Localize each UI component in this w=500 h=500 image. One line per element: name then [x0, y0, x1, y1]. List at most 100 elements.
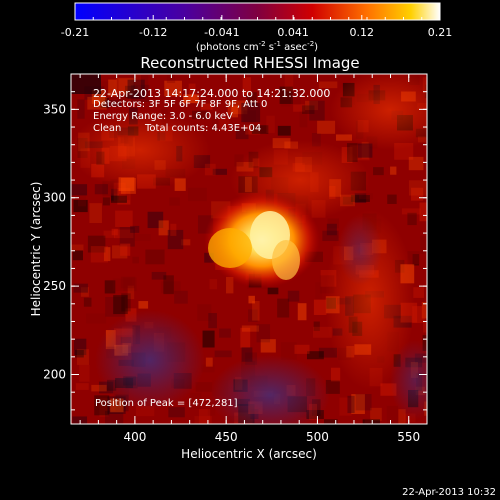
texture-cell — [256, 324, 271, 343]
texture-cell — [297, 303, 307, 321]
texture-cell — [94, 395, 110, 416]
texture-cell — [169, 197, 180, 206]
texture-cell — [322, 230, 339, 242]
colorbar-tick-label: 0.12 — [350, 26, 375, 39]
texture-cell — [163, 275, 174, 295]
footer-timestamp: 22-Apr-2013 10:32 — [402, 487, 496, 498]
texture-cell — [89, 203, 102, 224]
texture-cell — [72, 250, 83, 261]
texture-cell — [347, 143, 358, 162]
texture-cell — [266, 115, 275, 133]
texture-cell — [75, 383, 89, 390]
texture-cell — [123, 277, 137, 292]
texture-cell — [147, 211, 164, 229]
plot-frame — [70, 73, 428, 425]
texture-cell — [339, 397, 352, 416]
texture-cell — [302, 105, 315, 114]
annotation-counts: Total counts: 4.43E+04 — [144, 123, 261, 134]
x-tick-label: 500 — [306, 430, 329, 444]
texture-cell — [299, 111, 308, 128]
texture-cell — [260, 339, 276, 353]
annotation-peak: Position of Peak = [472,281] — [95, 398, 238, 409]
texture-cell — [214, 350, 232, 358]
texture-cell — [227, 100, 248, 115]
texture-cell — [90, 246, 109, 263]
annotations: 22-Apr-2013 14:17:24.000 to 14:21:32.000… — [93, 87, 330, 409]
texture-cell — [386, 405, 399, 424]
texture-cell — [351, 394, 365, 415]
texture-cell — [110, 195, 127, 203]
texture-cell — [118, 193, 130, 201]
texture-cell — [164, 80, 182, 97]
texture-cell — [94, 184, 108, 195]
texture-cell — [370, 407, 382, 421]
texture-cell — [127, 79, 145, 99]
colorbar-tick-label: -0.041 — [204, 26, 239, 39]
texture-cell — [104, 280, 116, 294]
texture-cell — [408, 180, 427, 196]
texture-cell — [231, 105, 238, 118]
texture-cell — [102, 197, 110, 206]
texture-cell — [207, 402, 216, 416]
texture-cell — [124, 85, 138, 99]
texture-cell — [390, 166, 397, 175]
texture-cell — [98, 112, 107, 120]
texture-cell — [117, 187, 131, 205]
chart-title: Reconstructed RHESSI Image — [140, 54, 359, 72]
texture-cell — [401, 208, 421, 215]
texture-cell — [76, 349, 89, 365]
colorbar-tick-label: -0.12 — [139, 26, 167, 39]
texture-cell — [277, 298, 290, 318]
texture-cell — [134, 74, 141, 92]
texture-cell — [284, 74, 294, 92]
texture-cell — [235, 128, 249, 140]
texture-cell — [73, 283, 88, 293]
texture-cell — [83, 297, 92, 307]
texture-cell — [209, 279, 218, 290]
texture-cell — [219, 328, 231, 338]
texture-cell — [170, 223, 177, 236]
axis-ticks: 400 450 500 550 200 250 300 350 — [43, 73, 428, 444]
annotation-clean: Clean — [93, 123, 121, 134]
texture-cell — [108, 79, 117, 97]
texture-cell — [355, 394, 372, 411]
texture-cell — [387, 194, 397, 204]
texture-cell — [73, 199, 88, 213]
texture-cell — [420, 235, 427, 254]
texture-cell — [194, 416, 212, 424]
texture-cell — [240, 327, 251, 348]
texture-cell — [317, 120, 336, 134]
texture-cell — [287, 290, 300, 302]
texture-cell — [112, 245, 128, 259]
texture-cell — [318, 347, 338, 358]
colorbar-unit-label: (photons cm-2 s-1 asec-2) — [196, 40, 318, 53]
texture-cell — [426, 150, 427, 163]
texture-cell — [408, 156, 424, 171]
texture-cell — [219, 117, 230, 131]
texture-cell — [120, 243, 131, 256]
texture-cell — [212, 168, 227, 175]
texture-cell — [335, 134, 352, 141]
texture-cell — [373, 167, 384, 176]
texture-cell — [311, 133, 321, 147]
annotation-time: 22-Apr-2013 14:17:24.000 to 14:21:32.000 — [93, 87, 330, 100]
texture-cell — [327, 218, 339, 229]
texture-cell — [121, 293, 131, 312]
texture-cell — [242, 77, 252, 95]
texture-cell — [86, 313, 107, 324]
texture-cell — [103, 230, 115, 238]
texture-cell — [103, 247, 111, 262]
texture-cell — [279, 86, 293, 104]
texture-cell — [77, 192, 86, 207]
texture-cell — [291, 89, 301, 105]
texture-cell — [127, 285, 135, 300]
texture-cell — [135, 406, 155, 417]
texture-cell — [422, 335, 427, 351]
texture-cell — [347, 395, 355, 414]
colorbar: -0.21 -0.12 -0.041 0.041 0.12 0.21 (photons c… — [61, 2, 452, 53]
texture-cell — [151, 271, 167, 280]
texture-cell — [243, 110, 256, 128]
texture-cell — [188, 83, 196, 101]
texture-cell — [324, 419, 338, 424]
